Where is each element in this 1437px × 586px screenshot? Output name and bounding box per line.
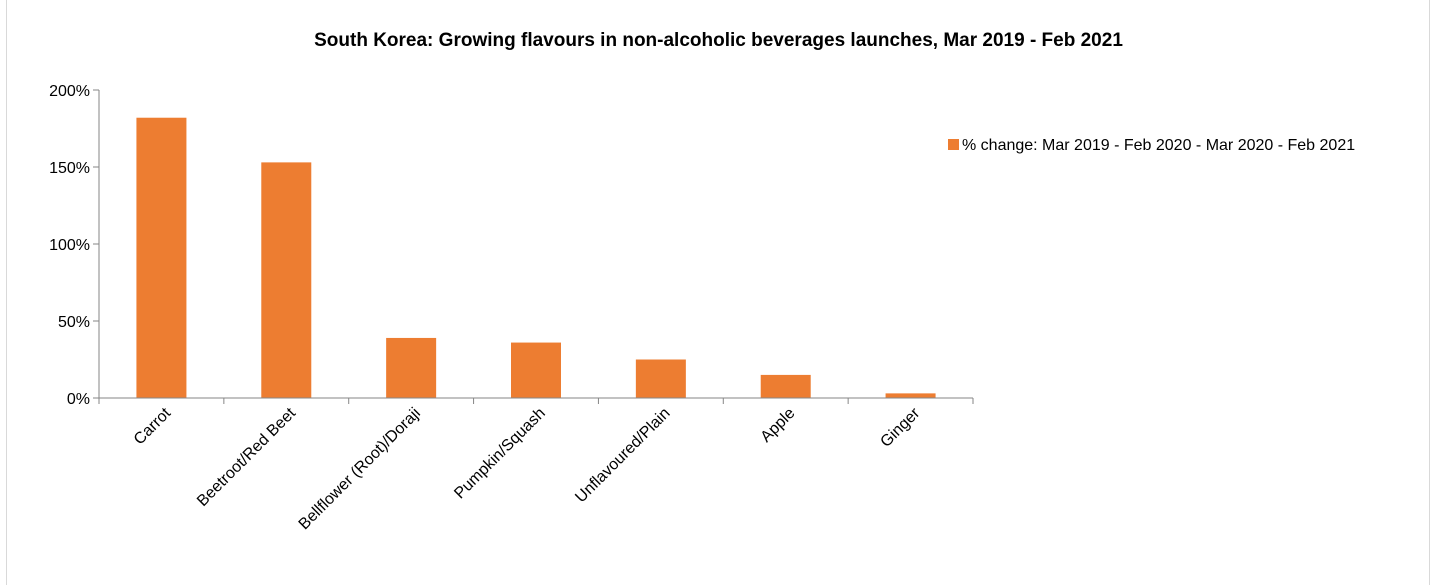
x-tick-label: Unflavoured/Plain bbox=[572, 405, 673, 506]
x-tick-label: Ginger bbox=[877, 404, 923, 450]
y-tick-label: 200% bbox=[49, 83, 90, 100]
legend-label: % change: Mar 2019 - Feb 2020 - Mar 2020… bbox=[962, 137, 1356, 154]
bar bbox=[261, 162, 312, 398]
y-tick-label: 150% bbox=[49, 160, 90, 177]
x-tick-label: Apple bbox=[758, 405, 799, 446]
legend-swatch bbox=[948, 139, 959, 150]
y-tick-label: 0% bbox=[67, 391, 90, 408]
x-tick-label: Carrot bbox=[131, 404, 175, 448]
bar bbox=[635, 359, 686, 398]
bar bbox=[511, 342, 561, 398]
x-tick-label: Beetroot/Red Beet bbox=[194, 404, 299, 509]
chart-title: South Korea: Growing flavours in non-alc… bbox=[314, 30, 1123, 51]
y-tick-label: 50% bbox=[58, 314, 90, 331]
bar bbox=[136, 117, 187, 398]
y-tick-label: 100% bbox=[49, 237, 90, 254]
y-axis: 0% 50% 100% 150% 200% bbox=[49, 83, 100, 408]
legend: % change: Mar 2019 - Feb 2020 - Mar 2020… bbox=[948, 134, 1408, 157]
x-tick-label: Bellflower (Root)/Doraji bbox=[296, 405, 424, 533]
bar bbox=[386, 337, 437, 398]
bar bbox=[760, 374, 811, 398]
bars-group bbox=[136, 117, 936, 398]
chart-frame bbox=[6, 0, 1430, 585]
x-tick-label: Pumpkin/Squash bbox=[451, 405, 549, 503]
bar bbox=[885, 393, 936, 398]
